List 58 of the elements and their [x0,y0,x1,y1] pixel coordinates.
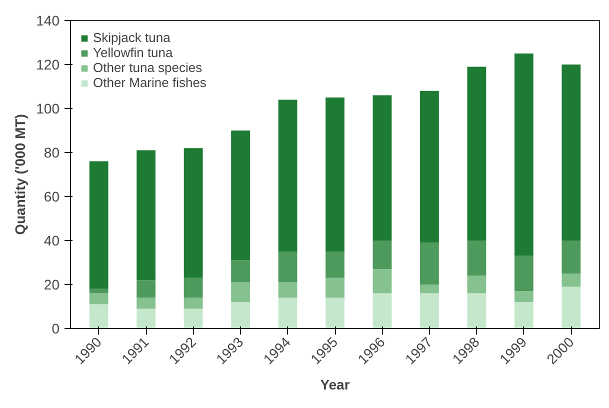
bar [326,98,344,252]
y-tick-label: 80 [44,144,60,160]
bar [562,274,581,287]
bar [89,304,108,328]
y-tick-label: 120 [36,56,60,72]
bar [184,278,203,298]
bar [467,240,486,276]
y-axis-title: Quantity ('000 MT) [12,114,28,235]
x-axis-title: Year [320,376,350,393]
bar [562,240,581,274]
bar [231,130,250,260]
legend-label: Other tuna species [93,60,202,75]
bar [420,90,439,243]
bar [372,95,392,240]
y-tick-label: 40 [44,232,60,248]
y-tick-label: 20 [44,276,60,292]
bar [562,286,581,328]
legend-label: Skipjack tuna [93,30,170,45]
bar [278,252,298,282]
bar [231,260,250,282]
bar [136,150,156,280]
y-tick-label: 100 [36,100,60,116]
bar [184,148,203,278]
bar [278,282,298,298]
y-tick-label: 0 [52,320,60,336]
legend-label: Other Marine fishes [93,75,206,90]
bar [372,269,392,294]
bar [372,240,392,270]
bar [420,242,439,284]
bar [514,54,534,256]
bar [136,298,156,309]
bar [184,308,203,328]
bar [278,100,298,252]
bar [231,302,250,328]
bar [231,282,250,302]
bar [136,280,156,298]
bar [467,276,486,294]
bar [89,288,108,294]
bar [467,66,486,240]
bar [326,278,344,298]
y-tick-label: 60 [44,188,60,204]
bar [278,298,298,328]
bar [184,298,203,309]
bar [326,298,344,328]
bar [136,308,156,328]
bar [326,252,344,278]
bar [420,284,439,294]
legend-label: Yellowfin tuna [93,45,173,60]
bar [89,293,108,304]
bar [467,293,486,328]
bar [514,302,534,328]
bar [514,256,534,292]
bar [420,293,439,328]
bar [372,293,392,328]
y-tick-label: 140 [36,12,60,28]
bar [514,291,534,302]
bar [89,161,108,289]
bar [562,64,581,240]
